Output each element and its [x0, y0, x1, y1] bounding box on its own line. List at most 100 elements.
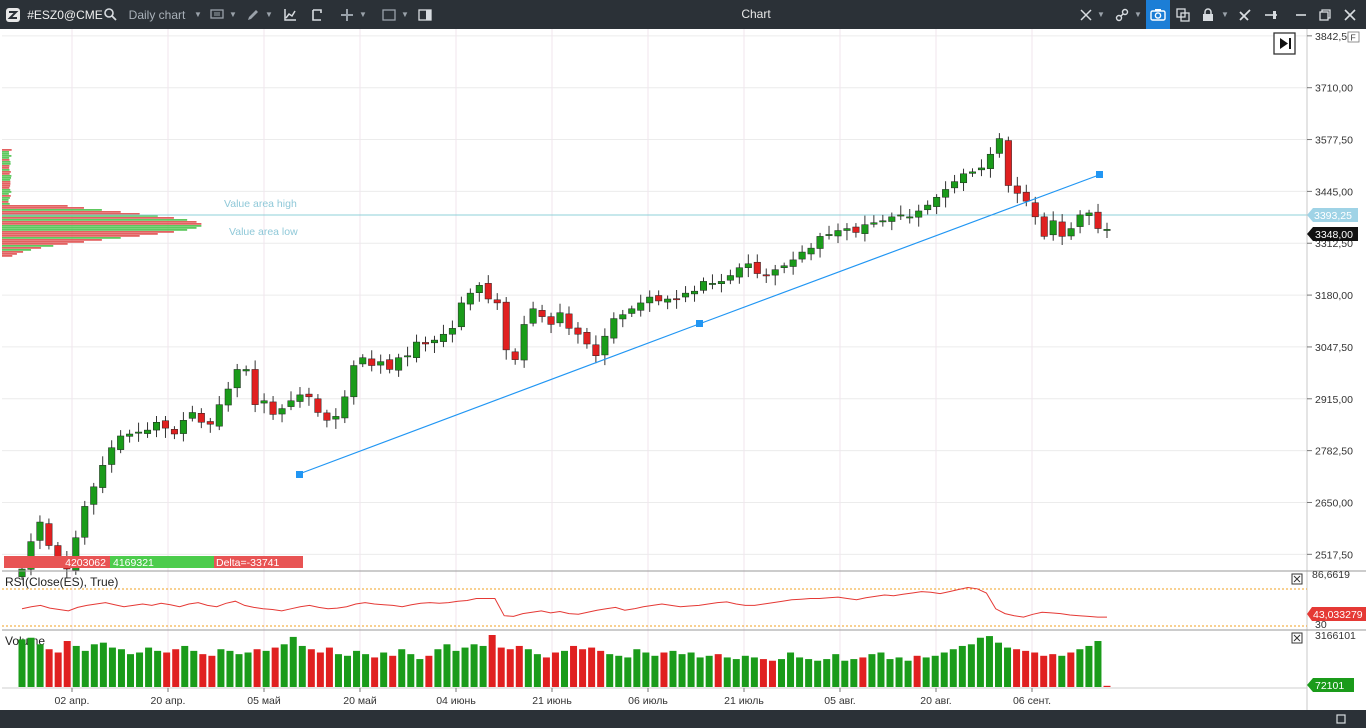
delta-value: Delta=-33741: [216, 557, 279, 569]
candle-body: [745, 264, 752, 268]
window-icon[interactable]: [380, 0, 398, 29]
duplicate-icon[interactable]: [1174, 0, 1192, 29]
candle-body: [602, 336, 609, 355]
candle-body: [413, 342, 420, 358]
candle-body: [906, 217, 913, 218]
tools-icon[interactable]: [1236, 0, 1254, 29]
volume-bar: [46, 649, 53, 687]
window-title: Chart: [700, 0, 812, 29]
candle-body: [315, 399, 322, 413]
candle-body: [933, 197, 940, 206]
candle-body: [386, 360, 393, 370]
candle-body: [1014, 186, 1021, 193]
link-icon[interactable]: [1113, 0, 1131, 29]
chart-area[interactable]: Value area high Value area low 4203062 4…: [2, 29, 1366, 728]
trendline-handle[interactable]: [296, 471, 303, 478]
highlight-level-tag: 3393,25: [1307, 208, 1358, 222]
profile-bar: [2, 217, 174, 219]
plus-icon[interactable]: [338, 0, 356, 29]
volume-bar: [525, 649, 532, 687]
volume-bar: [1049, 654, 1056, 687]
volume-bar: [263, 651, 270, 687]
play-end-bar-icon: [1289, 38, 1291, 49]
candle-body: [835, 231, 842, 236]
volume-bar: [154, 651, 161, 687]
volume-bar: [362, 654, 369, 687]
profile-bar: [2, 163, 11, 165]
candle-body: [37, 522, 44, 540]
candle-body: [987, 154, 994, 168]
volume-bar: [82, 651, 89, 687]
candle-body: [512, 352, 519, 360]
volume-bar: [19, 639, 26, 687]
pencil-icon[interactable]: [244, 0, 262, 29]
profile-bar: [2, 167, 9, 169]
volume-bar: [199, 654, 206, 687]
close-icon[interactable]: [1340, 0, 1360, 29]
volume-bar: [353, 651, 360, 687]
cursor-tool-icon[interactable]: [308, 0, 326, 29]
candle-body: [1050, 221, 1057, 235]
sell-volume-value: 4203062: [65, 557, 106, 569]
trendline-handle[interactable]: [1096, 171, 1103, 178]
caret-down-icon[interactable]: ▼: [193, 0, 203, 29]
candle-body: [781, 266, 788, 268]
caret-down-icon[interactable]: ▼: [228, 0, 238, 29]
candle-body: [252, 369, 259, 404]
symbol-selector[interactable]: #ESZ0@CME: [28, 0, 102, 29]
candle-body: [898, 215, 905, 216]
volume-bar: [688, 653, 695, 687]
caret-down-icon[interactable]: ▼: [1096, 0, 1106, 29]
volume-bar: [308, 649, 315, 687]
volume-bar: [642, 653, 649, 687]
camera-icon[interactable]: [1146, 0, 1170, 29]
profile-bar: [2, 221, 197, 223]
chart-svg[interactable]: Value area high Value area low 4203062 4…: [2, 29, 1366, 710]
caret-down-icon[interactable]: ▼: [264, 0, 274, 29]
candle-body: [826, 234, 833, 235]
volume-bar: [453, 651, 460, 687]
volume-bar: [317, 653, 324, 687]
profile-bar: [2, 171, 11, 173]
volume-bar: [823, 659, 830, 687]
volume-bar: [326, 648, 333, 687]
candle-body: [476, 285, 483, 292]
date-tick-label: 21 июль: [724, 695, 764, 707]
profile-bar: [2, 235, 140, 237]
profile-bar: [2, 199, 9, 201]
date-tick-label: 20 май: [343, 695, 377, 707]
layout-icon[interactable]: [416, 0, 434, 29]
minimize-icon[interactable]: [1292, 0, 1310, 29]
pin-icon[interactable]: [1262, 0, 1280, 29]
chart-template-label[interactable]: Daily chart: [126, 0, 188, 29]
crosshair-icon[interactable]: [1078, 0, 1094, 29]
profile-bar: [2, 205, 68, 207]
profile-bar: [2, 211, 121, 213]
profile-bar: [2, 237, 121, 239]
restore-icon[interactable]: [1316, 0, 1334, 29]
search-icon[interactable]: [102, 0, 118, 29]
volume-bar: [380, 653, 387, 687]
date-tick-label: 20 апр.: [151, 695, 186, 707]
caret-down-icon[interactable]: ▼: [1220, 0, 1230, 29]
caret-down-icon[interactable]: ▼: [400, 0, 410, 29]
volume-bar: [272, 648, 279, 687]
profile-bar: [2, 185, 10, 187]
profile-bar: [2, 159, 9, 161]
maximize-panel-icon[interactable]: [1337, 715, 1345, 723]
candle-body: [225, 389, 232, 405]
candle-body: [99, 465, 106, 487]
chart-type-icon[interactable]: [281, 0, 299, 29]
candle-body: [351, 366, 358, 397]
volume-bar: [1004, 648, 1011, 687]
candle-body: [736, 268, 743, 277]
candle-body: [1077, 215, 1084, 227]
lock-icon[interactable]: [1200, 0, 1216, 29]
caret-down-icon[interactable]: ▼: [358, 0, 368, 29]
volume-bar: [615, 656, 622, 687]
caret-down-icon[interactable]: ▼: [1133, 0, 1143, 29]
trendline-handle[interactable]: [696, 320, 703, 327]
profile-bar: [2, 243, 68, 245]
volume-bar: [416, 659, 423, 687]
chat-icon[interactable]: [208, 0, 226, 29]
